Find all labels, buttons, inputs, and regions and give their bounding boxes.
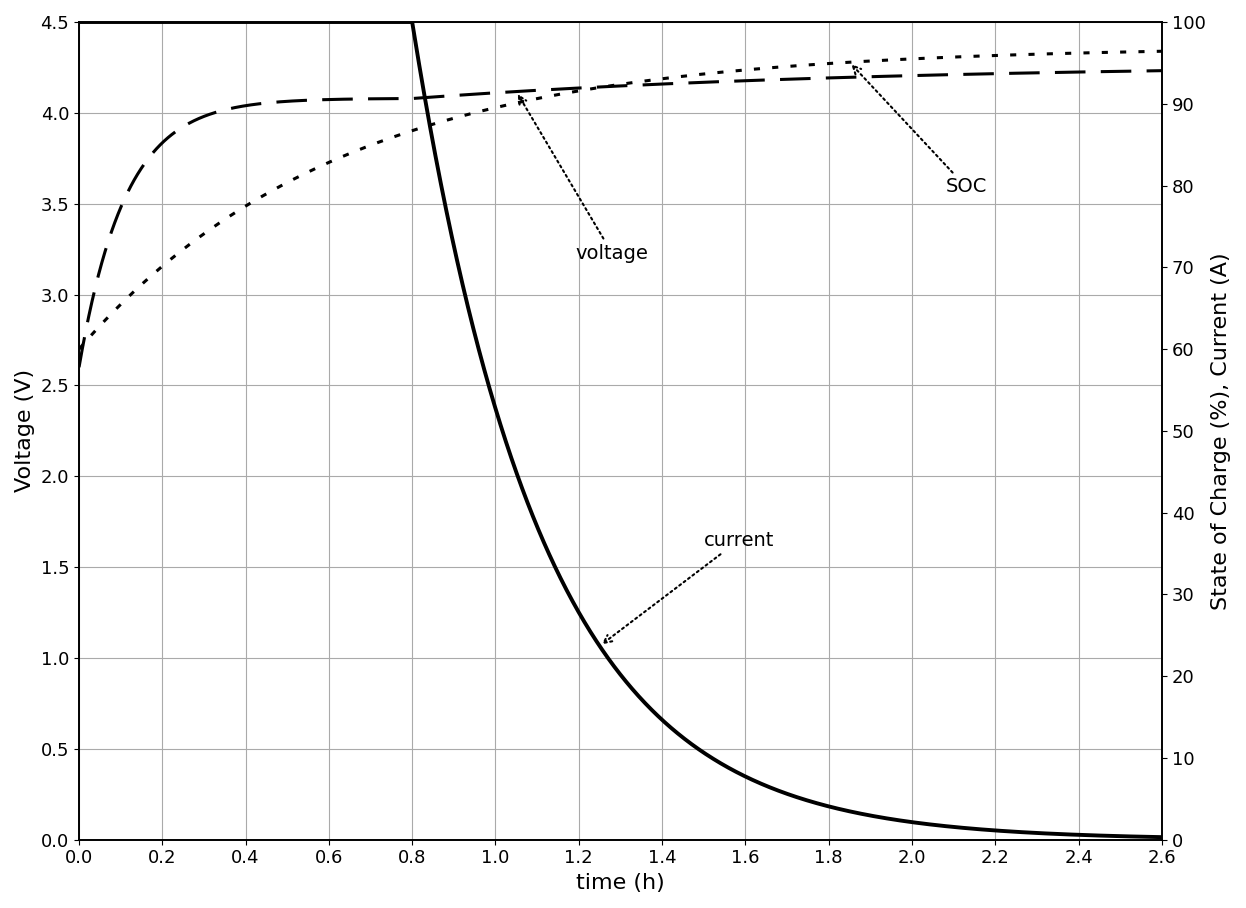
Text: voltage: voltage [518,96,649,262]
Y-axis label: State of Charge (%), Current (A): State of Charge (%), Current (A) [1211,252,1231,609]
Text: current: current [603,531,774,643]
Y-axis label: Voltage (V): Voltage (V) [15,370,35,492]
X-axis label: time (h): time (h) [576,873,665,893]
Text: SOC: SOC [854,66,987,196]
